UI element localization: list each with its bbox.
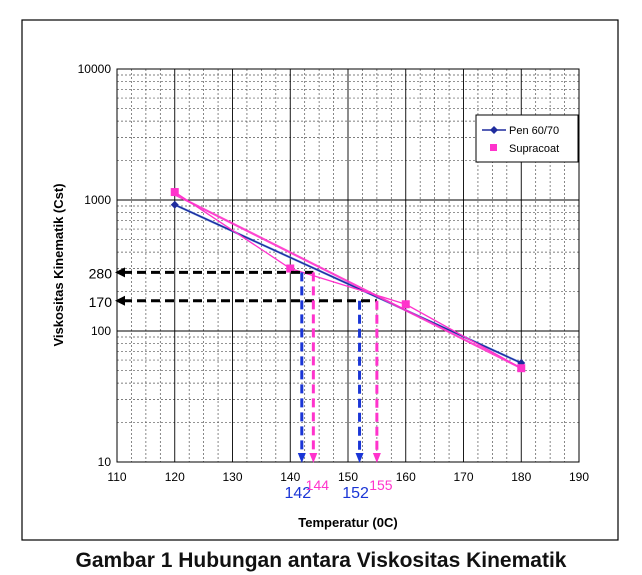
x-tick-label: 190 bbox=[569, 470, 589, 484]
guide-arrow-down bbox=[297, 453, 306, 463]
legend-marker-supracoat bbox=[490, 144, 497, 151]
guide-label-y: 280 bbox=[89, 265, 113, 281]
series-line-supracoat bbox=[174, 191, 522, 369]
series-layer bbox=[170, 188, 526, 373]
x-tick-label: 180 bbox=[511, 470, 531, 484]
trendline-supracoat bbox=[174, 193, 522, 370]
guide-label-x: 155 bbox=[369, 477, 393, 493]
guide-label-x: 152 bbox=[342, 485, 369, 502]
major-grid bbox=[116, 68, 580, 463]
data-point-pen-60-70 bbox=[170, 200, 179, 209]
y-tick-label: 10 bbox=[98, 455, 112, 469]
legend-label-supracoat: Supracoat bbox=[509, 143, 559, 155]
legend-box bbox=[475, 114, 579, 163]
y-axis-title: Viskositas Kinematik (Cst) bbox=[51, 183, 66, 346]
y-tick-label: 10000 bbox=[78, 62, 112, 76]
x-tick-label: 130 bbox=[222, 470, 242, 484]
guide-label-x: 142 bbox=[284, 485, 311, 502]
guide-arrow-left bbox=[115, 267, 125, 278]
x-tick-label: 140 bbox=[280, 470, 300, 484]
legend-marker-pen bbox=[490, 126, 498, 134]
legend-label-pen: Pen 60/70 bbox=[509, 125, 559, 137]
y-tick-label: 1000 bbox=[84, 193, 111, 207]
x-axis-title: Temperatur (0C) bbox=[298, 515, 397, 530]
guide-arrow-down bbox=[372, 453, 381, 463]
data-point-supracoat bbox=[401, 300, 410, 309]
data-point-supracoat bbox=[170, 188, 179, 197]
guide-arrow-down bbox=[355, 453, 364, 463]
figure-caption: Gambar 1 Hubungan antara Viskositas Kine… bbox=[75, 549, 567, 572]
guide-arrow-left bbox=[115, 295, 125, 306]
x-tick-label: 170 bbox=[453, 470, 473, 484]
y-tick-label: 100 bbox=[91, 324, 111, 338]
legend: Pen 60/70 Supracoat bbox=[475, 114, 579, 163]
x-tick-label: 120 bbox=[165, 470, 185, 484]
x-tick-label: 110 bbox=[107, 470, 126, 484]
tick-labels: 110 120 130 140 150 160 170 180 190 10 100 1000 1000… bbox=[78, 62, 590, 484]
data-point-supracoat bbox=[517, 364, 526, 373]
guide-label-x: 144 bbox=[306, 477, 330, 493]
x-tick-label: 160 bbox=[396, 470, 416, 484]
data-point-supracoat bbox=[286, 264, 295, 273]
guide-label-y: 170 bbox=[89, 294, 113, 310]
guide-arrow-down bbox=[309, 453, 318, 463]
x-tick-label: 150 bbox=[338, 470, 358, 484]
